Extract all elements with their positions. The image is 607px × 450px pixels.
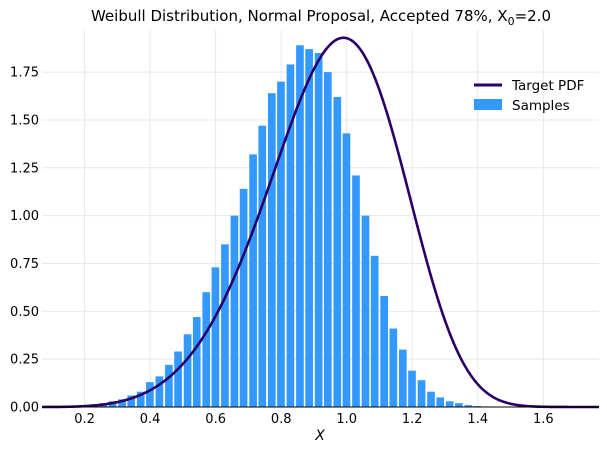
y-tick-label: 0.50 bbox=[10, 305, 39, 320]
y-tick-label: 1.00 bbox=[10, 209, 39, 224]
x-tick-label: 1.6 bbox=[533, 412, 554, 427]
histogram-bar bbox=[342, 133, 351, 408]
histogram-bar bbox=[352, 175, 360, 407]
x-tick-label: 1.2 bbox=[402, 412, 423, 427]
histogram-bar bbox=[127, 395, 136, 407]
legend: Target PDF Samples bbox=[474, 78, 584, 114]
x-tick-label: 1.4 bbox=[467, 412, 488, 427]
histogram-bar bbox=[239, 188, 248, 407]
histogram-bar bbox=[267, 93, 276, 407]
y-tick-label: 1.50 bbox=[10, 113, 39, 128]
y-tick-labels: 0.00 0.25 0.50 0.75 1.00 1.25 1.50 1.75 bbox=[10, 66, 39, 416]
histogram-bar bbox=[296, 45, 304, 408]
chart-title-subscript: 0 bbox=[508, 15, 515, 28]
x-tick-label: 0.6 bbox=[205, 412, 226, 427]
histogram-bar bbox=[258, 125, 267, 408]
histogram-bar bbox=[183, 334, 192, 407]
histogram-bar bbox=[455, 403, 463, 407]
legend-bar-swatch bbox=[474, 99, 502, 110]
histogram-bar bbox=[192, 317, 201, 407]
histogram-bar bbox=[286, 64, 295, 407]
legend-label-samples: Samples bbox=[512, 98, 570, 114]
histogram-bar bbox=[277, 81, 285, 408]
histogram-bar bbox=[221, 244, 229, 407]
target-pdf-curve bbox=[42, 36, 599, 409]
y-tick-label: 0.75 bbox=[10, 257, 39, 272]
histogram-bar bbox=[398, 349, 407, 407]
y-tick-label: 0.00 bbox=[10, 401, 39, 416]
x-tick-labels: 0.2 0.4 0.6 0.8 1.0 1.2 1.4 1.6 bbox=[74, 412, 553, 427]
histogram-bar bbox=[427, 391, 435, 407]
x-tick-label: 0.8 bbox=[271, 412, 292, 427]
histogram-bar bbox=[118, 399, 126, 407]
chart-title-prefix: Weibull Distribution, Normal Proposal, A… bbox=[91, 7, 508, 25]
histogram-bar bbox=[136, 391, 145, 407]
target-pdf-line bbox=[42, 36, 599, 409]
chart-title: Weibull Distribution, Normal Proposal, A… bbox=[91, 7, 551, 28]
histogram-bar bbox=[464, 405, 473, 407]
histogram-bar bbox=[333, 96, 342, 407]
x-axis-label: X bbox=[314, 428, 325, 444]
histogram-bars bbox=[52, 45, 520, 408]
histogram-bar bbox=[249, 154, 257, 407]
histogram-bar bbox=[211, 267, 220, 407]
histogram-bar bbox=[202, 292, 211, 407]
histogram-bar bbox=[305, 49, 313, 407]
x-tick-label: 0.2 bbox=[74, 412, 95, 427]
y-tick-label: 1.25 bbox=[10, 161, 39, 176]
chart-title-suffix: =2.0 bbox=[515, 7, 551, 25]
histogram-bar bbox=[417, 380, 426, 407]
histogram-bar bbox=[323, 72, 332, 407]
histogram-bar bbox=[436, 397, 445, 407]
histogram-bar bbox=[389, 328, 398, 407]
histogram-bar bbox=[146, 382, 154, 407]
histogram-bar bbox=[314, 52, 323, 407]
histogram-bar bbox=[361, 215, 370, 407]
histogram-bar bbox=[174, 351, 182, 407]
histogram-bar bbox=[445, 401, 454, 407]
histogram-bar bbox=[165, 364, 173, 407]
x-tick-label: 1.0 bbox=[336, 412, 357, 427]
y-tick-label: 1.75 bbox=[10, 66, 39, 81]
histogram-bar bbox=[155, 376, 164, 407]
histogram-bar bbox=[370, 255, 379, 407]
histogram-bar bbox=[408, 370, 416, 407]
histogram-bar bbox=[380, 296, 389, 407]
x-tick-label: 0.4 bbox=[140, 412, 161, 427]
histogram-bar bbox=[230, 215, 239, 407]
legend-label-target-pdf: Target PDF bbox=[511, 78, 584, 94]
y-tick-label: 0.25 bbox=[10, 353, 39, 368]
